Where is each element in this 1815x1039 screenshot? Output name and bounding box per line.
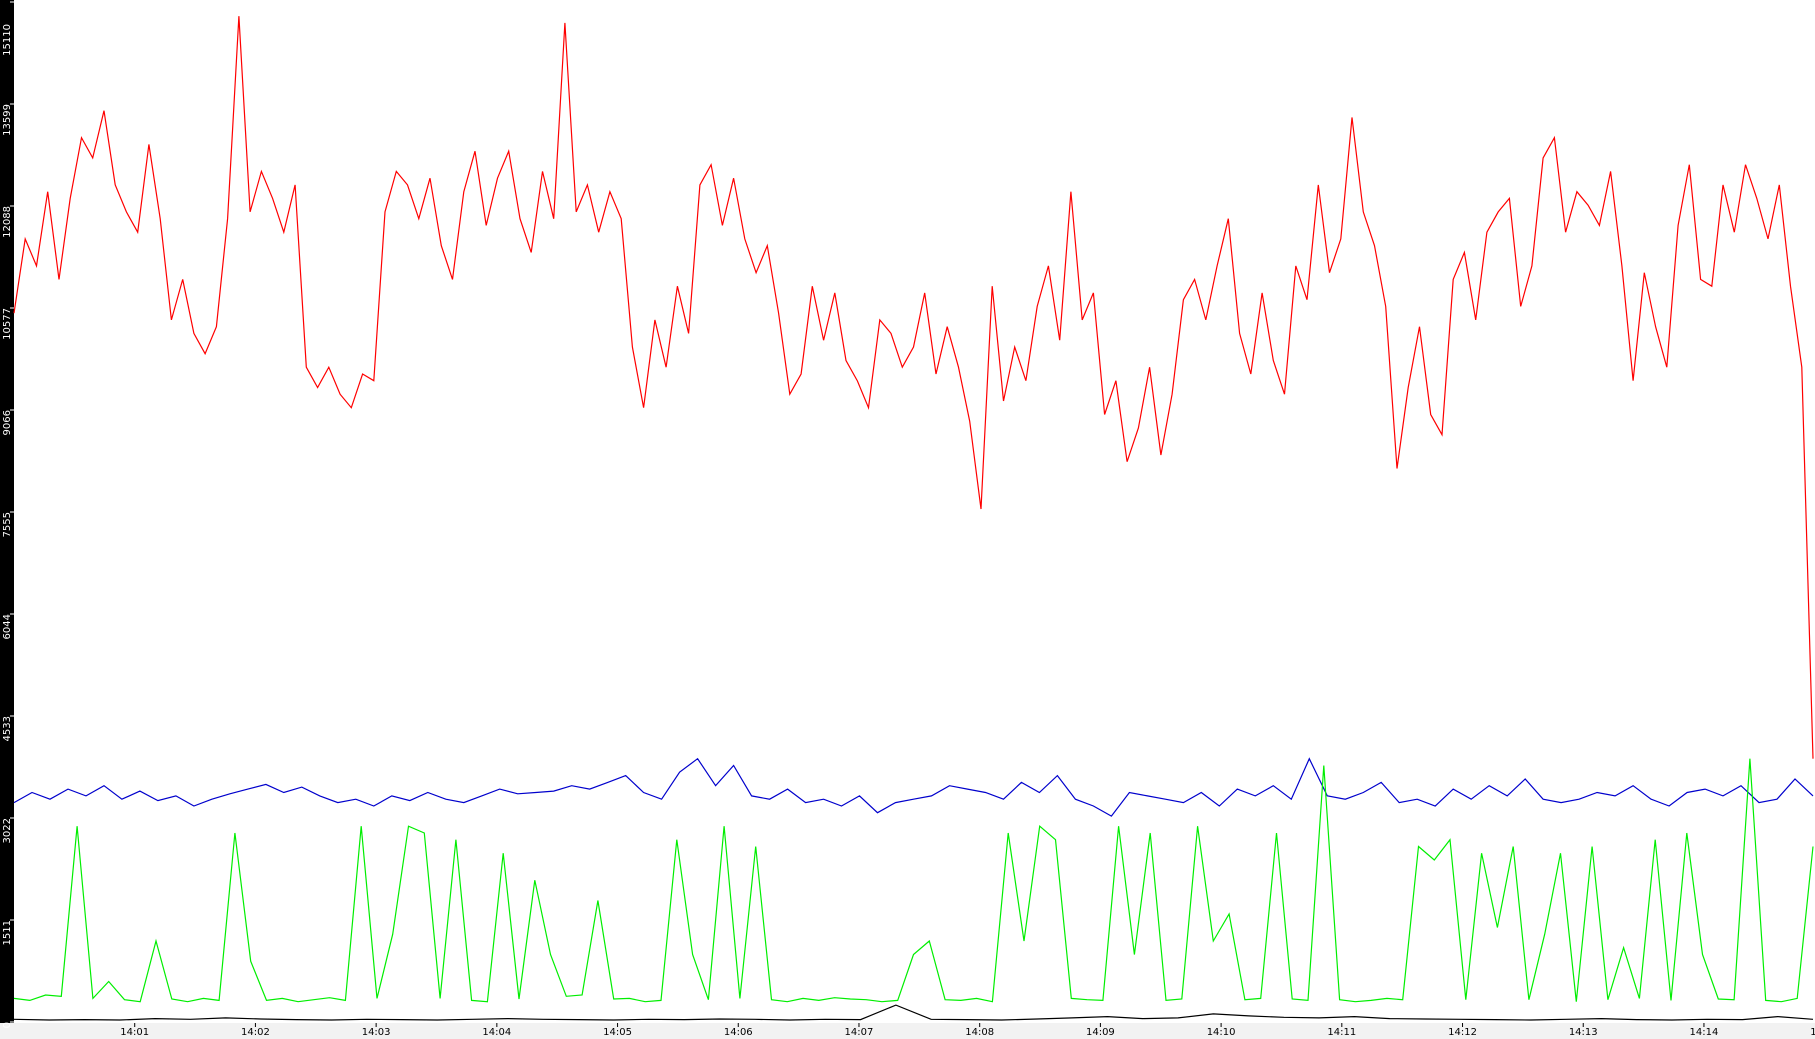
- x-tick-label: 14:14: [1690, 1027, 1719, 1038]
- y-tick-label: 7555: [2, 512, 13, 537]
- series-line: [13, 1004, 1814, 1021]
- series-line: [13, 758, 1814, 1003]
- x-tick-label: 14:15: [1810, 1027, 1815, 1038]
- x-tick-label: 14:07: [845, 1027, 874, 1038]
- y-tick-label: 4533: [2, 716, 13, 741]
- x-tick-label: 14:01: [120, 1027, 149, 1038]
- series-line: [13, 16, 1814, 759]
- y-tick-label: 1511: [2, 920, 13, 945]
- y-tick-label: 15110: [2, 24, 13, 56]
- x-tick-label: 14:05: [603, 1027, 632, 1038]
- x-tick-label: 14:03: [362, 1027, 391, 1038]
- y-tick-label: 6044: [2, 614, 13, 639]
- x-tick-label: 14:08: [965, 1027, 994, 1038]
- x-tick-label: 14:09: [1086, 1027, 1115, 1038]
- x-axis-strip: [0, 1023, 1815, 1039]
- x-tick-label: 14:04: [482, 1027, 511, 1038]
- x-tick-label: 14:06: [724, 1027, 753, 1038]
- y-tick-label: 12088: [2, 206, 13, 238]
- series-line: [13, 757, 1814, 817]
- y-tick-label: 0: [2, 1022, 13, 1028]
- x-tick-label: 14:02: [241, 1027, 270, 1038]
- x-tick-label: 14:11: [1327, 1027, 1356, 1038]
- x-tick-label: 14:10: [1207, 1027, 1236, 1038]
- y-tick-label: 9066: [2, 410, 13, 435]
- y-tick-label: 13599: [2, 104, 13, 136]
- x-tick-label: 14:12: [1448, 1027, 1477, 1038]
- x-tick-label: 14:13: [1569, 1027, 1598, 1038]
- y-tick-label: 10577: [2, 308, 13, 340]
- y-tick-label: 3022: [2, 818, 13, 843]
- y-axis-strip: [0, 0, 14, 1023]
